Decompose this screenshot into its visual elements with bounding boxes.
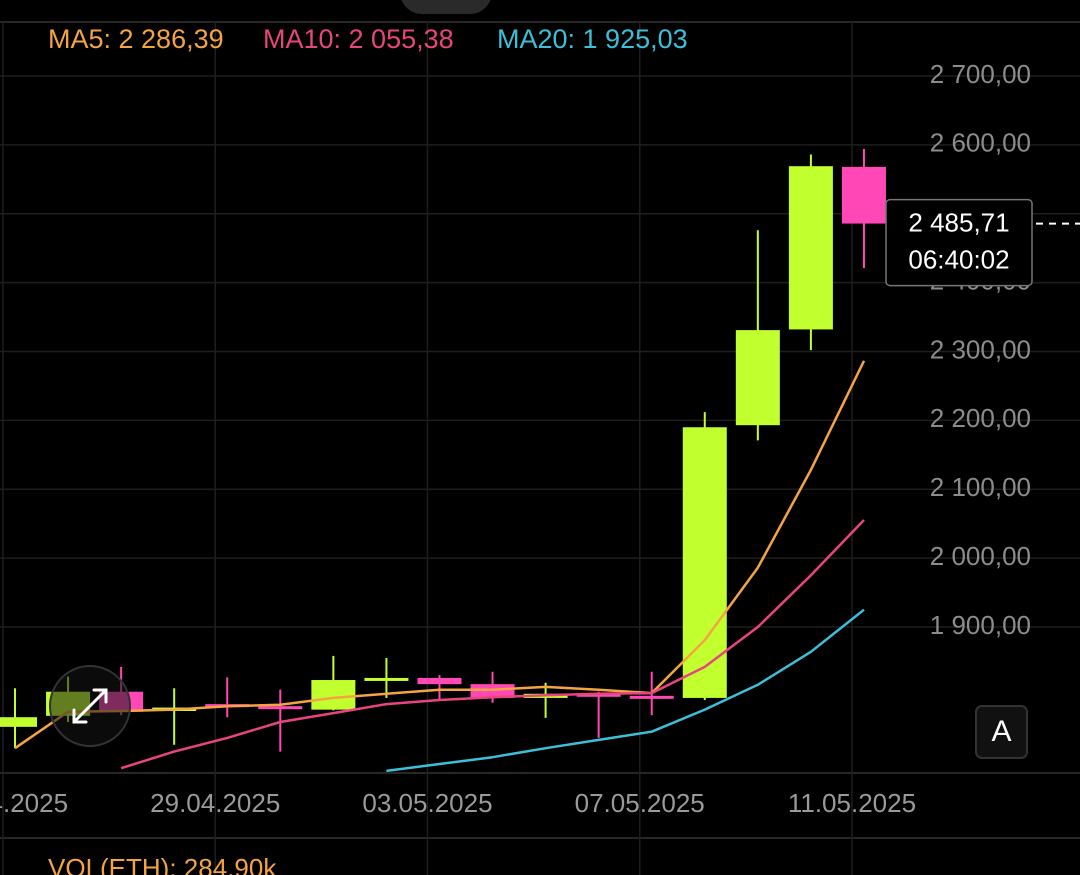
candle-body: [682, 427, 727, 698]
candle-body: [0, 717, 37, 727]
scale-button-box[interactable]: [975, 705, 1028, 759]
axes: 1 900,00 2 000,00 2 100,00 2 200,00 2 300,00…: [0, 59, 1080, 818]
y-tick-label: 1 900,00: [930, 610, 1031, 640]
candle-body: [364, 677, 409, 681]
y-tick-label: 2 300,00: [930, 334, 1031, 364]
y-tick-label: 2 100,00: [930, 472, 1031, 502]
ma-line: [120, 519, 865, 770]
ma-line: [386, 608, 865, 773]
countdown-label: 06:40:02: [908, 244, 1009, 274]
y-tick-label: 2 700,00: [930, 59, 1031, 89]
candle-body: [735, 330, 780, 426]
top-handle: [401, 0, 491, 14]
y-tick-label: 2 200,00: [930, 403, 1031, 433]
scale-button[interactable]: A: [975, 705, 1028, 759]
legend: MA5: 2 286,39 MA10: 2 055,38 MA20: 1 925,0…: [48, 24, 688, 54]
x-tick-label: 03.05.2025: [362, 788, 492, 818]
grid: [0, 22, 1080, 875]
y-tick-label: 2 600,00: [930, 128, 1031, 158]
fullscreen-button[interactable]: [49, 665, 131, 747]
ma-line: [14, 360, 866, 750]
candle-body: [576, 693, 621, 697]
fullscreen-icon[interactable]: [72, 688, 108, 724]
x-tick-label: 29.04.2025: [150, 788, 280, 818]
y-tick-label: 2 000,00: [930, 541, 1031, 571]
x-tick-label: 25.04.2025: [0, 788, 68, 818]
candle-body: [841, 166, 886, 224]
legend-entry: MA20: 1 925,03: [497, 24, 688, 54]
candle-body: [470, 684, 515, 698]
candle-body: [629, 695, 674, 699]
scale-button-label[interactable]: A: [991, 715, 1011, 748]
x-tick-label: 11.05.2025: [788, 788, 916, 818]
candle-body: [788, 166, 833, 330]
legend-entry: MA10: 2 055,38: [263, 24, 454, 54]
candle-body: [258, 706, 303, 710]
candle-body: [311, 680, 356, 710]
last-price-label: 2 485,71: [908, 207, 1009, 237]
x-tick-label: 07.05.2025: [575, 788, 705, 818]
last-price-box: [885, 198, 1033, 287]
candle-body: [417, 677, 462, 685]
volume-label: VOL(ETH): 284,90k: [48, 853, 277, 875]
legend-entry: MA5: 2 286,39: [48, 24, 224, 54]
